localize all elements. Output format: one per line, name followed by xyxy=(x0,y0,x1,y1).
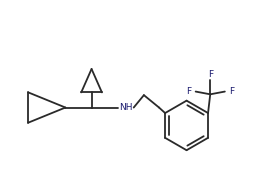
Text: F: F xyxy=(208,70,213,79)
Text: NH: NH xyxy=(119,103,133,112)
Text: F: F xyxy=(229,87,234,96)
Text: F: F xyxy=(186,87,191,96)
